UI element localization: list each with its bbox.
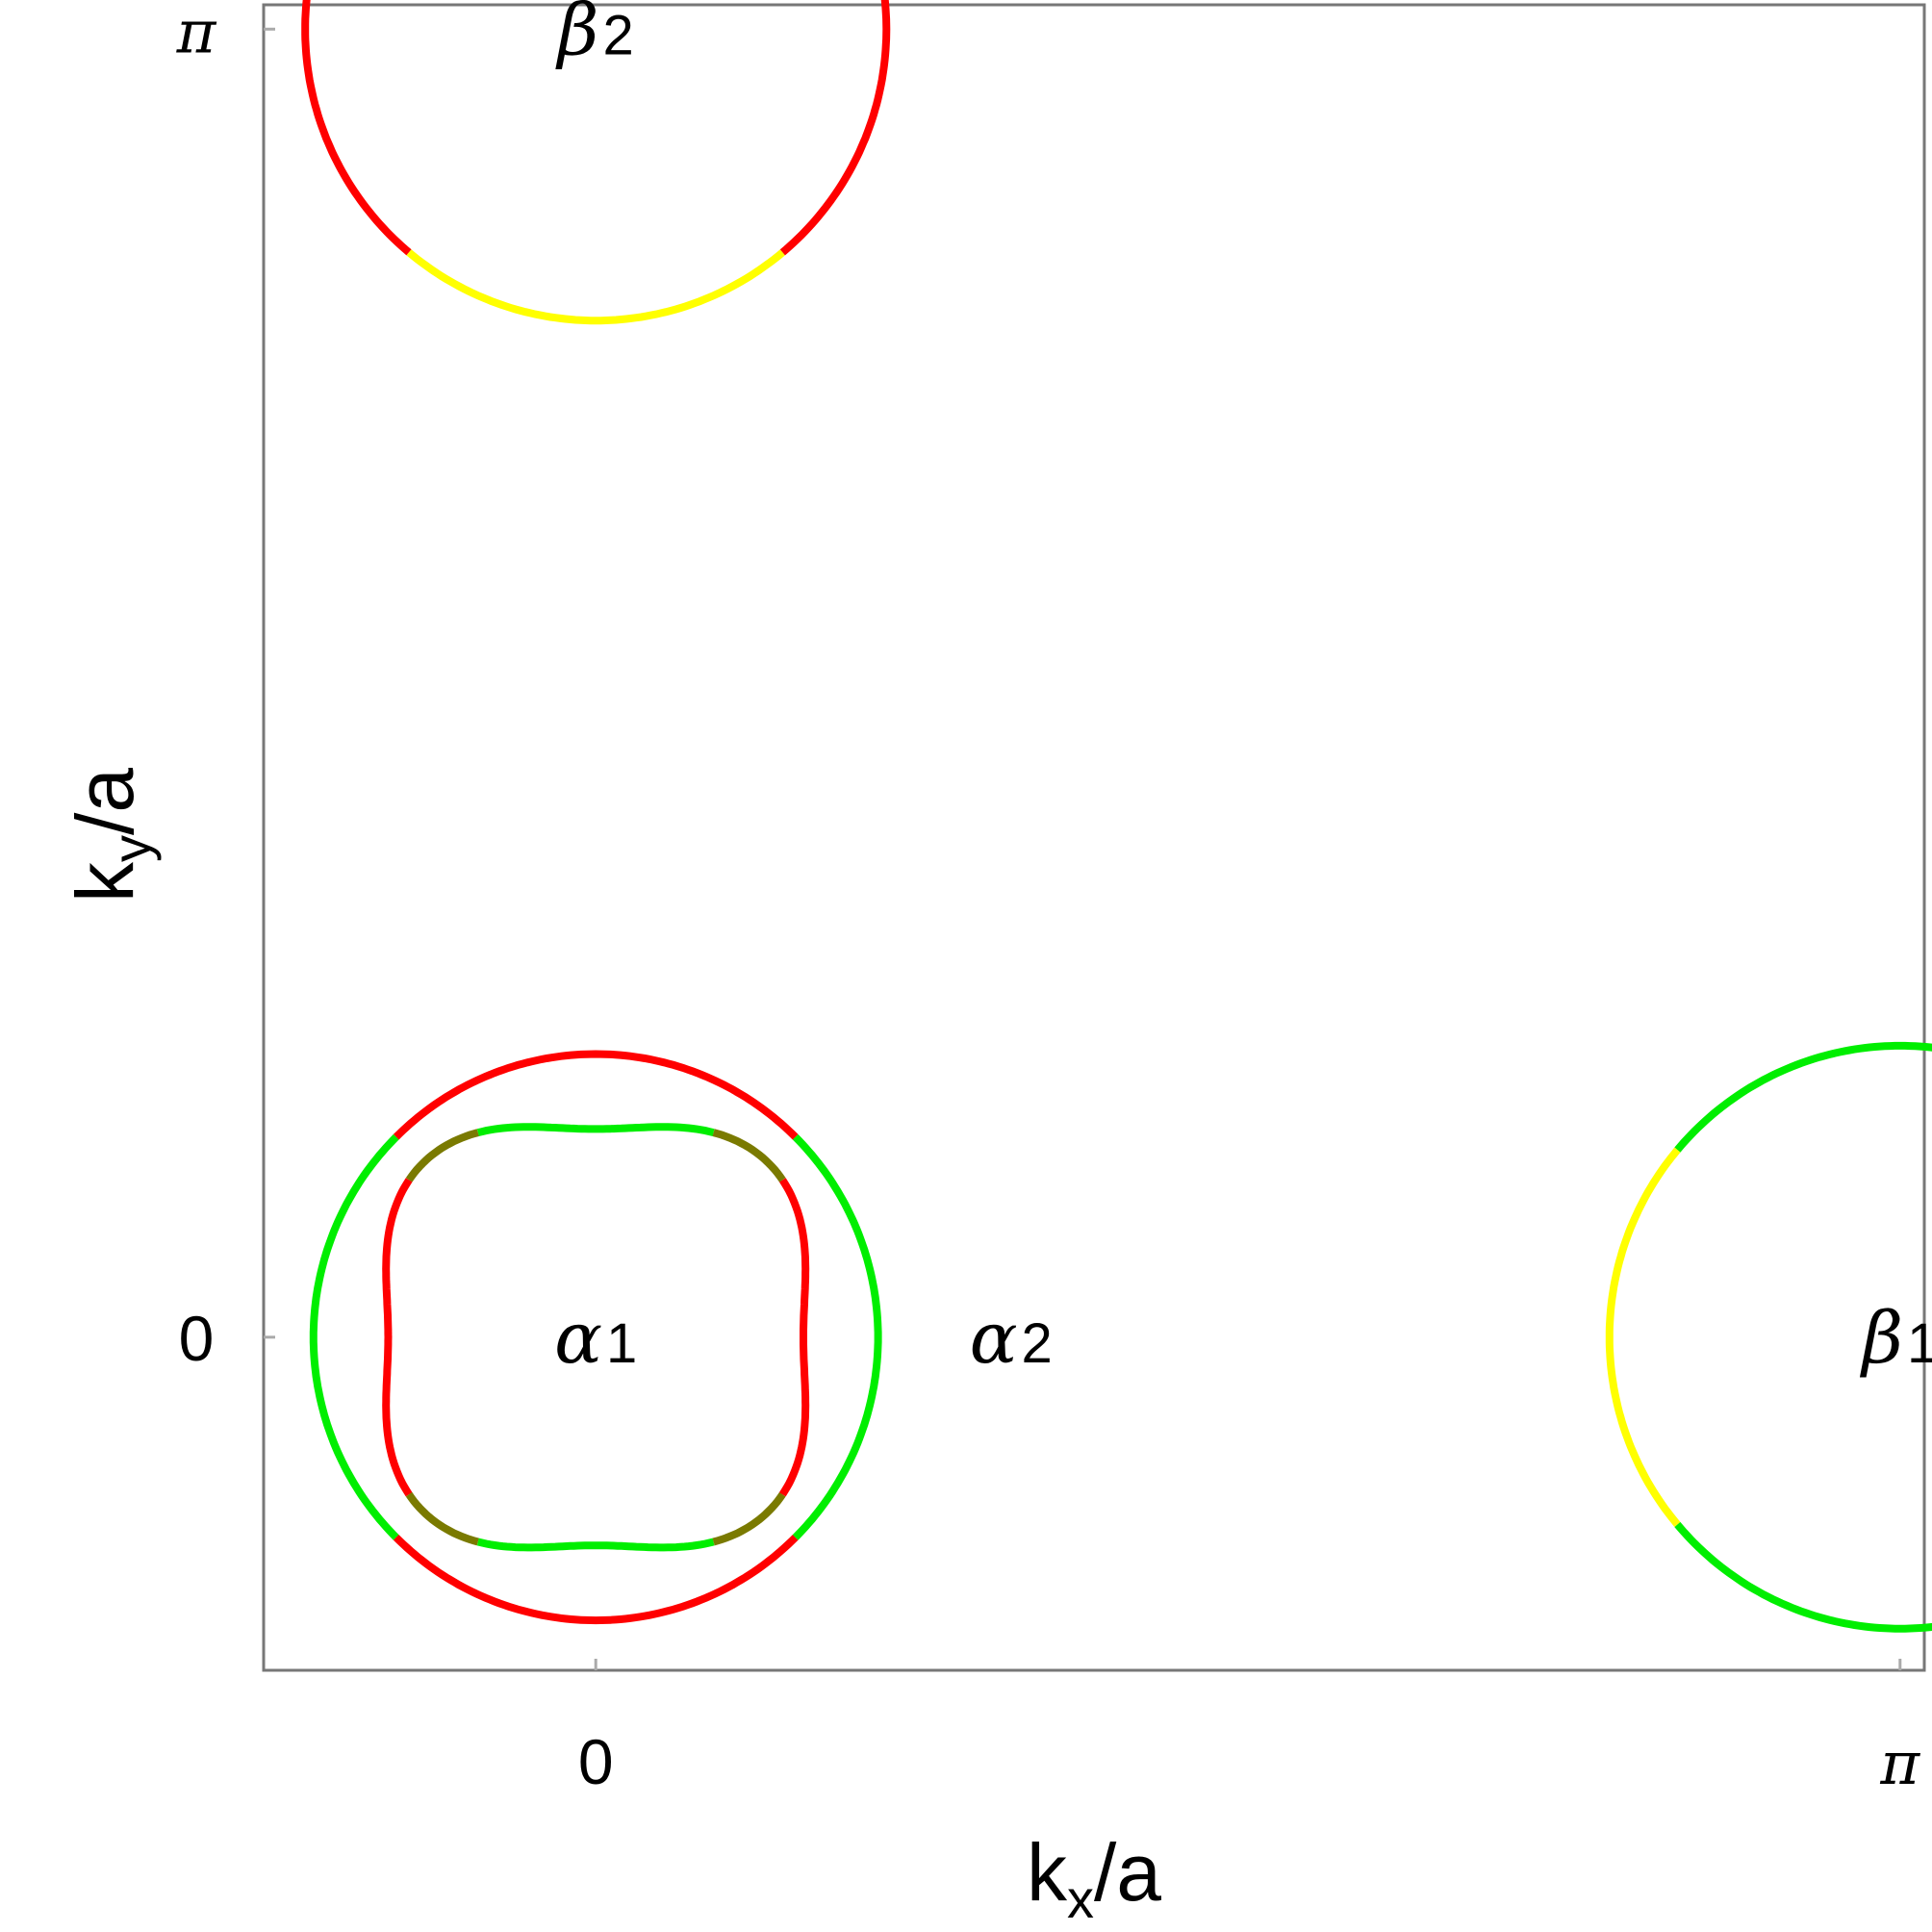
pocket-β2 xyxy=(301,0,891,325)
pocket-segment-olive xyxy=(405,1129,479,1182)
fermi-pockets xyxy=(301,0,1932,1633)
pocket-segment-red xyxy=(393,1050,799,1140)
pocket-segment-green xyxy=(476,1123,715,1136)
pocket-segment-green xyxy=(1674,1041,1932,1153)
pocket-segment-green xyxy=(476,1538,715,1552)
pocket-segment-olive xyxy=(405,1491,479,1546)
y-tick-label: 0 xyxy=(179,1303,215,1374)
pocket-label: α2 xyxy=(970,1297,1053,1380)
y-tick-label: π xyxy=(176,0,217,66)
pocket-segment-green xyxy=(1674,1521,1932,1633)
pocket-segment-yellow xyxy=(1605,1147,1681,1528)
x-tick-label: π xyxy=(1879,1728,1920,1798)
pocket-segment-red xyxy=(779,0,891,256)
axis-ticks: 0 π 0 π xyxy=(176,0,1921,1798)
plot-frame xyxy=(262,3,1926,1672)
pocket-segment-green xyxy=(309,1133,399,1540)
pocket-β1 xyxy=(1605,1041,1932,1633)
y-axis-title: ky/a xyxy=(60,768,162,902)
x-tick-label: 0 xyxy=(578,1726,614,1797)
pocket-segment-red xyxy=(778,1178,810,1497)
pocket-segment-red xyxy=(301,0,412,256)
pocket-segment-yellow xyxy=(406,249,785,325)
pocket-label: β2 xyxy=(555,0,634,71)
pocket-segment-red xyxy=(382,1178,413,1497)
pocket-segment-olive xyxy=(712,1129,786,1182)
pocket-labels: β2 α2 α1 β1 xyxy=(554,0,1932,1380)
pocket-label: β1 xyxy=(1859,1297,1932,1380)
pocket-segment-red xyxy=(393,1535,799,1625)
pocket-label: α1 xyxy=(554,1297,637,1380)
pocket-segment-green xyxy=(792,1133,882,1540)
pocket-α1 xyxy=(382,1123,810,1552)
pocket-α2 xyxy=(309,1050,882,1625)
x-axis-title: kx/a xyxy=(1027,1827,1161,1929)
pocket-segment-olive xyxy=(712,1491,786,1546)
